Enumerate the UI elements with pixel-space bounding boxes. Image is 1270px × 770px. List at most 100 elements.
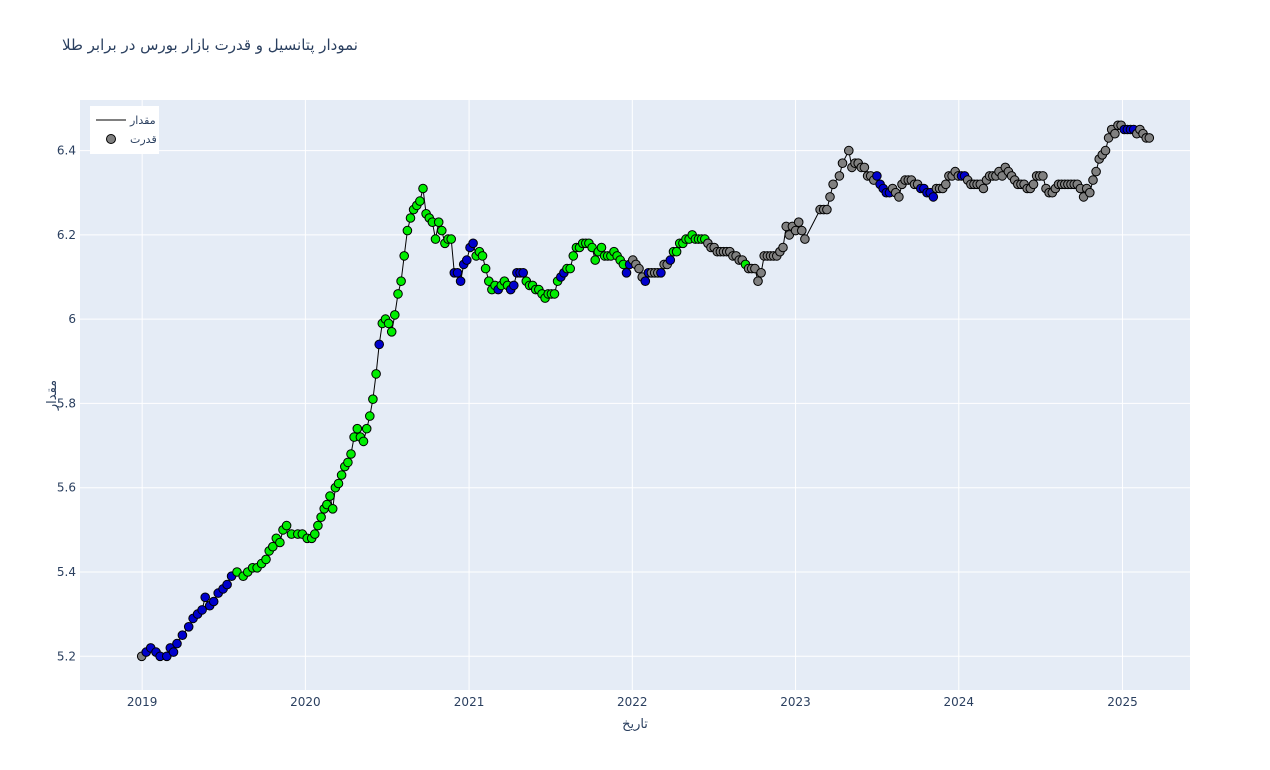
data-point[interactable] bbox=[928, 192, 939, 202]
x-tick-label: 2021 bbox=[454, 695, 485, 709]
data-point[interactable] bbox=[844, 145, 854, 156]
data-point[interactable] bbox=[415, 196, 425, 206]
data-point[interactable] bbox=[894, 192, 904, 202]
y-tick-label: 5.6 bbox=[57, 481, 76, 495]
data-point[interactable] bbox=[316, 512, 326, 523]
data-point[interactable] bbox=[518, 268, 529, 278]
data-point[interactable] bbox=[374, 339, 385, 350]
data-point[interactable] bbox=[208, 596, 219, 607]
data-point[interactable] bbox=[1028, 179, 1039, 190]
data-point[interactable] bbox=[480, 263, 491, 274]
data-point[interactable] bbox=[437, 225, 447, 236]
data-point[interactable] bbox=[396, 276, 406, 287]
data-point[interactable] bbox=[371, 369, 381, 379]
data-point[interactable] bbox=[399, 251, 410, 261]
legend-box bbox=[90, 106, 159, 154]
data-point[interactable] bbox=[418, 183, 428, 194]
data-point[interactable] bbox=[568, 251, 579, 261]
data-point[interactable] bbox=[368, 394, 378, 405]
data-point[interactable] bbox=[430, 234, 441, 244]
data-point[interactable] bbox=[477, 251, 488, 261]
data-point[interactable] bbox=[313, 520, 323, 531]
y-tick-label: 6 bbox=[68, 312, 76, 326]
data-point[interactable] bbox=[275, 537, 285, 548]
data-point[interactable] bbox=[753, 276, 763, 287]
data-point[interactable] bbox=[452, 268, 463, 278]
data-point[interactable] bbox=[393, 289, 403, 299]
series-markers bbox=[136, 120, 1155, 662]
data-point[interactable] bbox=[361, 423, 372, 434]
data-point[interactable] bbox=[978, 183, 989, 194]
data-point[interactable] bbox=[778, 242, 788, 253]
data-point[interactable] bbox=[468, 238, 478, 249]
data-point[interactable] bbox=[177, 630, 188, 641]
data-point[interactable] bbox=[1100, 145, 1111, 156]
data-point[interactable] bbox=[325, 491, 335, 501]
data-point[interactable] bbox=[383, 318, 394, 329]
y-axis-title: مقدار bbox=[45, 380, 60, 411]
y-tick-label: 5.2 bbox=[57, 649, 76, 663]
data-point[interactable] bbox=[268, 541, 278, 552]
data-point[interactable] bbox=[509, 280, 519, 291]
data-point[interactable] bbox=[197, 605, 207, 615]
data-point[interactable] bbox=[634, 263, 644, 274]
data-point[interactable] bbox=[590, 255, 601, 265]
data-point[interactable] bbox=[352, 423, 363, 434]
data-point[interactable] bbox=[336, 470, 347, 480]
data-point[interactable] bbox=[621, 268, 632, 278]
data-point[interactable] bbox=[1110, 128, 1120, 139]
data-point[interactable] bbox=[834, 171, 845, 181]
data-point[interactable] bbox=[1091, 166, 1101, 177]
data-point[interactable] bbox=[756, 268, 766, 278]
legend[interactable]: مقدار قدرت bbox=[90, 106, 159, 154]
data-point[interactable] bbox=[327, 504, 338, 514]
data-point[interactable] bbox=[346, 449, 356, 459]
data-point[interactable] bbox=[162, 651, 172, 662]
data-point[interactable] bbox=[402, 225, 413, 236]
data-point[interactable] bbox=[386, 327, 397, 337]
data-point[interactable] bbox=[358, 436, 369, 447]
data-point[interactable] bbox=[183, 622, 194, 632]
data-point[interactable] bbox=[596, 242, 607, 253]
data-point[interactable] bbox=[656, 268, 666, 278]
data-point[interactable] bbox=[665, 255, 676, 265]
x-axis-title: تاریخ bbox=[622, 717, 648, 732]
data-point[interactable] bbox=[455, 276, 466, 287]
data-point[interactable] bbox=[222, 579, 232, 590]
data-point[interactable] bbox=[172, 638, 182, 649]
data-point[interactable] bbox=[310, 529, 320, 539]
data-point[interactable] bbox=[333, 478, 344, 489]
data-point[interactable] bbox=[261, 554, 271, 565]
data-point[interactable] bbox=[343, 457, 353, 468]
data-point[interactable] bbox=[822, 204, 832, 215]
data-point[interactable] bbox=[640, 276, 651, 287]
data-point[interactable] bbox=[859, 162, 870, 173]
data-point[interactable] bbox=[446, 234, 457, 244]
y-grid bbox=[80, 150, 1190, 657]
data-point[interactable] bbox=[800, 234, 810, 244]
data-point[interactable] bbox=[462, 255, 472, 265]
data-point[interactable] bbox=[1038, 171, 1048, 181]
plot-area bbox=[80, 100, 1190, 690]
data-point[interactable] bbox=[405, 213, 416, 223]
data-point[interactable] bbox=[1088, 175, 1098, 185]
data-point[interactable] bbox=[549, 289, 560, 299]
data-point[interactable] bbox=[671, 246, 682, 257]
data-point[interactable] bbox=[200, 592, 210, 603]
data-point[interactable] bbox=[1085, 187, 1095, 198]
data-point[interactable] bbox=[793, 217, 804, 227]
data-point[interactable] bbox=[365, 411, 375, 421]
data-point[interactable] bbox=[941, 179, 951, 190]
data-point[interactable] bbox=[837, 158, 848, 168]
data-point[interactable] bbox=[281, 520, 292, 531]
data-point[interactable] bbox=[825, 192, 835, 202]
data-point[interactable] bbox=[1144, 133, 1155, 143]
data-point[interactable] bbox=[565, 263, 576, 274]
data-point[interactable] bbox=[168, 647, 179, 657]
y-tick-label: 5.8 bbox=[57, 396, 76, 410]
data-point[interactable] bbox=[390, 310, 400, 320]
data-point[interactable] bbox=[797, 225, 807, 236]
data-point[interactable] bbox=[828, 179, 838, 190]
data-point[interactable] bbox=[872, 171, 882, 181]
data-point[interactable] bbox=[433, 217, 444, 227]
